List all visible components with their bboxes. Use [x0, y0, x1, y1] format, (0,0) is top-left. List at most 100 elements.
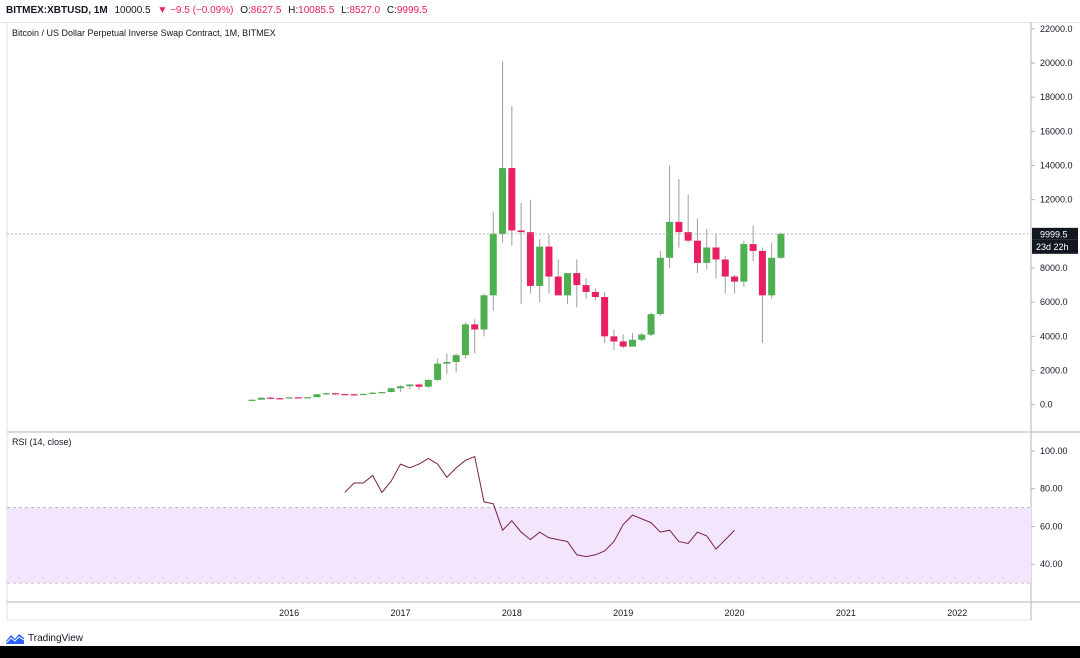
- candle-body: [675, 221, 683, 233]
- candle-body: [749, 244, 757, 251]
- price-tick-label: 16000.0: [1040, 126, 1073, 136]
- open-value: 8627.5: [250, 5, 282, 16]
- candle-body: [666, 221, 674, 258]
- candle-body: [647, 314, 655, 335]
- last-price-box: [1032, 227, 1078, 240]
- rsi-line: [344, 455, 735, 558]
- bottom-frame-edge: [0, 646, 1080, 658]
- price-tick-label: 14000.0: [1040, 161, 1073, 171]
- candle-body: [276, 398, 284, 400]
- countdown-label: 23d 22h: [1036, 242, 1069, 252]
- candle-body: [703, 247, 711, 263]
- candle-body: [619, 341, 627, 347]
- rsi-tick-label: 80.00: [1040, 484, 1063, 494]
- candle-body: [424, 379, 432, 387]
- candle-body: [359, 393, 367, 396]
- chart-title: Bitcoin / US Dollar Perpetual Inverse Sw…: [12, 28, 276, 38]
- candle-body: [768, 257, 776, 296]
- candle-body: [758, 250, 766, 296]
- low-label: L:: [341, 5, 350, 16]
- candle-body: [480, 295, 488, 330]
- candle-body: [322, 393, 330, 395]
- candle-body: [591, 291, 599, 298]
- open-label: O:: [240, 5, 251, 16]
- symbol-label[interactable]: BITMEX:XBTUSD, 1M: [6, 5, 108, 16]
- rsi-band: [7, 507, 1031, 584]
- candle-body: [564, 273, 572, 296]
- candle-body: [378, 392, 386, 394]
- tradingview-brand: TradingView: [28, 632, 84, 644]
- countdown-box: [1032, 239, 1078, 254]
- time-axis-label: 2016: [279, 608, 299, 618]
- candle-series: [248, 61, 785, 402]
- candle-body: [554, 276, 562, 296]
- candle-body: [610, 336, 618, 342]
- high-label: H:: [288, 5, 299, 16]
- candle-body: [526, 232, 534, 286]
- candle-body: [536, 246, 544, 286]
- candle-body: [396, 386, 404, 389]
- time-axis-label: 2019: [613, 608, 633, 618]
- time-axis: 2016 2017 2018 2019 2020 2021 2022: [279, 608, 967, 618]
- candle-body: [684, 232, 692, 241]
- candle-body: [545, 246, 553, 277]
- price-tick-label: 18000.0: [1040, 92, 1073, 102]
- candle-body: [461, 324, 469, 356]
- candle-body: [406, 384, 414, 387]
- candle-body: [489, 233, 497, 296]
- time-axis-label: 2022: [947, 608, 967, 618]
- candle-body: [656, 257, 664, 315]
- price-tick-label: 6000.0: [1040, 297, 1068, 307]
- candle-body: [257, 397, 265, 400]
- close-label: C:: [386, 5, 397, 16]
- candle-body: [443, 361, 451, 364]
- price-tick-label: 0.0: [1040, 400, 1053, 410]
- candle-body: [350, 394, 358, 396]
- candle-body: [341, 394, 349, 396]
- candle-body: [777, 233, 785, 258]
- close-value: 9999.5: [396, 5, 428, 16]
- last-price: 10000.5: [114, 5, 151, 16]
- time-axis-label: 2017: [390, 608, 410, 618]
- candle-body: [285, 397, 293, 399]
- candle-body: [499, 168, 507, 234]
- candle-body: [471, 324, 479, 330]
- candle-body: [638, 334, 646, 340]
- candle-body: [517, 230, 525, 233]
- price-axis: 22000.0 20000.0 18000.0 16000.0 14000.0 12000…: [1031, 24, 1073, 410]
- candle-body: [721, 259, 729, 277]
- tradingview-footer[interactable]: TradingView: [6, 630, 83, 646]
- price-tick-label: 8000.0: [1040, 263, 1068, 273]
- candle-body: [508, 168, 516, 231]
- price-tick-label: 22000.0: [1040, 24, 1073, 34]
- candle-body: [304, 397, 312, 399]
- candle-body: [369, 392, 377, 394]
- candle-body: [267, 397, 275, 399]
- tradingview-logo-icon: [6, 634, 24, 644]
- time-axis-label: 2021: [836, 608, 856, 618]
- candle-body: [294, 397, 302, 399]
- rsi-title: RSI (14, close): [12, 437, 72, 447]
- candle-body: [731, 276, 739, 282]
- price-tick-label: 20000.0: [1040, 58, 1073, 68]
- last-price-label: 9999.5: [1040, 229, 1068, 239]
- candle-body: [693, 240, 701, 263]
- time-axis-label: 2018: [502, 608, 522, 618]
- candle-body: [712, 247, 720, 260]
- high-value: 10085.5: [298, 5, 335, 16]
- candle-body: [415, 384, 423, 387]
- price-chart[interactable]: Bitcoin / US Dollar Perpetual Inverse Sw…: [0, 22, 1080, 628]
- rsi-axis: 100.00 80.00 60.00 40.00: [1031, 446, 1068, 569]
- candle-body: [387, 388, 395, 393]
- price-tick-label: 12000.0: [1040, 195, 1073, 205]
- time-axis-label: 2020: [725, 608, 745, 618]
- rsi-tick-label: 40.00: [1040, 559, 1063, 569]
- candle-body: [332, 393, 340, 395]
- symbol-info-bar: BITMEX:XBTUSD, 1M 10000.5 ▼ −9.5 (−0.09%…: [0, 0, 1080, 23]
- price-change: ▼ −9.5 (−0.09%): [157, 5, 234, 16]
- candle-body: [740, 244, 748, 282]
- rsi-series: [344, 455, 735, 558]
- last-price-marker: 9999.5 23d 22h: [7, 227, 1078, 254]
- rsi-tick-label: 100.00: [1040, 446, 1068, 456]
- rsi-tick-label: 60.00: [1040, 521, 1063, 531]
